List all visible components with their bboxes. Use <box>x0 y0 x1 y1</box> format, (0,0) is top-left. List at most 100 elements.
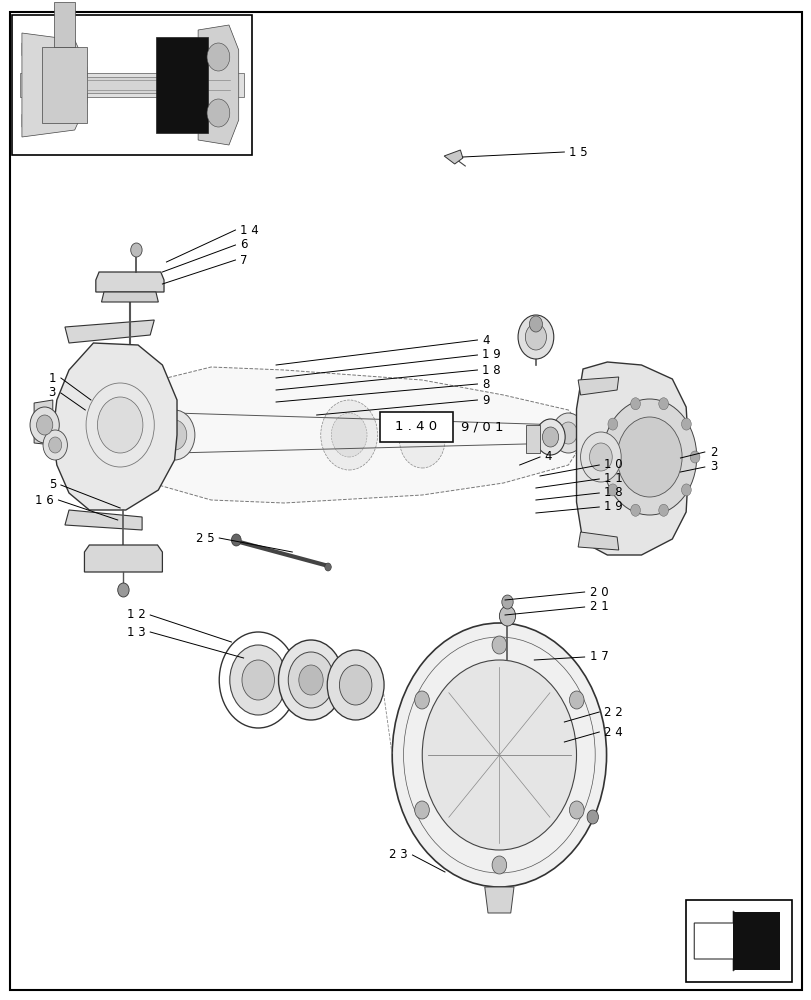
Circle shape <box>324 563 331 571</box>
Circle shape <box>331 413 367 457</box>
Text: 9: 9 <box>482 393 489 406</box>
Circle shape <box>154 410 195 460</box>
Text: 7: 7 <box>240 253 247 266</box>
Polygon shape <box>96 272 164 292</box>
Circle shape <box>501 595 513 609</box>
Circle shape <box>689 451 699 463</box>
Text: 2 4: 2 4 <box>603 726 622 738</box>
Circle shape <box>414 691 429 709</box>
Bar <box>380 412 453 442</box>
Circle shape <box>630 398 640 410</box>
Circle shape <box>162 420 187 450</box>
Circle shape <box>589 443 611 471</box>
Circle shape <box>602 399 696 515</box>
Bar <box>685 900 791 982</box>
Text: 1 8: 1 8 <box>603 487 622 499</box>
Circle shape <box>658 504 667 516</box>
Text: 1 9: 1 9 <box>482 349 500 361</box>
Polygon shape <box>22 102 71 127</box>
Circle shape <box>49 437 62 453</box>
Polygon shape <box>53 343 177 510</box>
Circle shape <box>339 665 371 705</box>
Polygon shape <box>577 532 618 550</box>
Bar <box>732 912 779 970</box>
Circle shape <box>499 606 515 626</box>
Circle shape <box>680 418 690 430</box>
Text: 1 0: 1 0 <box>603 458 622 472</box>
Circle shape <box>30 407 59 443</box>
Circle shape <box>320 400 377 470</box>
Circle shape <box>327 650 384 720</box>
Bar <box>54 2 75 47</box>
Polygon shape <box>101 292 158 302</box>
Polygon shape <box>693 911 760 971</box>
Text: 4: 4 <box>482 334 489 347</box>
Circle shape <box>569 691 583 709</box>
Polygon shape <box>577 377 618 395</box>
Text: 2 0: 2 0 <box>589 585 607 598</box>
Text: 1 1: 1 1 <box>603 473 622 486</box>
Text: 3: 3 <box>49 386 56 399</box>
Circle shape <box>525 324 546 350</box>
Circle shape <box>630 504 640 516</box>
Text: 2 2: 2 2 <box>603 706 622 718</box>
Text: 2: 2 <box>709 446 716 458</box>
Bar <box>12 15 251 155</box>
Circle shape <box>586 810 598 824</box>
Circle shape <box>551 413 584 453</box>
Text: 1 2: 1 2 <box>127 608 145 621</box>
Circle shape <box>97 397 143 453</box>
Circle shape <box>607 484 617 496</box>
Text: 5: 5 <box>49 479 56 491</box>
Circle shape <box>399 412 444 468</box>
Text: 4: 4 <box>544 450 551 464</box>
Circle shape <box>491 856 506 874</box>
Circle shape <box>580 432 620 482</box>
Circle shape <box>658 398 667 410</box>
Circle shape <box>278 640 343 720</box>
Circle shape <box>559 422 577 444</box>
Circle shape <box>422 660 576 850</box>
Polygon shape <box>22 43 71 68</box>
Polygon shape <box>198 25 238 145</box>
Circle shape <box>207 43 230 71</box>
Text: 1 8: 1 8 <box>482 363 500 376</box>
Circle shape <box>43 430 67 460</box>
Circle shape <box>131 243 142 257</box>
Text: 2 3: 2 3 <box>388 848 407 861</box>
Circle shape <box>542 427 558 447</box>
Circle shape <box>535 419 564 455</box>
Polygon shape <box>22 33 87 137</box>
Polygon shape <box>65 510 142 530</box>
Circle shape <box>207 99 230 127</box>
Polygon shape <box>576 362 688 555</box>
Circle shape <box>616 417 681 497</box>
Text: 2 5: 2 5 <box>195 532 214 544</box>
Text: 1 5: 1 5 <box>569 145 587 158</box>
Polygon shape <box>65 320 154 343</box>
Circle shape <box>36 415 53 435</box>
Circle shape <box>414 801 429 819</box>
Bar <box>42 47 87 123</box>
Bar <box>20 73 243 97</box>
Circle shape <box>607 418 617 430</box>
Circle shape <box>230 645 286 715</box>
Text: 3: 3 <box>709 460 716 474</box>
Circle shape <box>599 451 608 463</box>
Circle shape <box>231 534 241 546</box>
Circle shape <box>680 484 690 496</box>
Circle shape <box>529 316 542 332</box>
Text: 9 / 0 1: 9 / 0 1 <box>461 420 503 434</box>
Text: 2 1: 2 1 <box>589 600 607 613</box>
Polygon shape <box>34 400 53 445</box>
Text: 1 . 4 0: 1 . 4 0 <box>395 420 437 433</box>
Circle shape <box>118 583 129 597</box>
Circle shape <box>242 660 274 700</box>
Circle shape <box>491 636 506 654</box>
Circle shape <box>298 665 323 695</box>
Polygon shape <box>526 425 539 453</box>
Circle shape <box>288 652 333 708</box>
Polygon shape <box>484 887 513 913</box>
Text: 1 9: 1 9 <box>603 500 622 514</box>
Polygon shape <box>158 367 584 503</box>
